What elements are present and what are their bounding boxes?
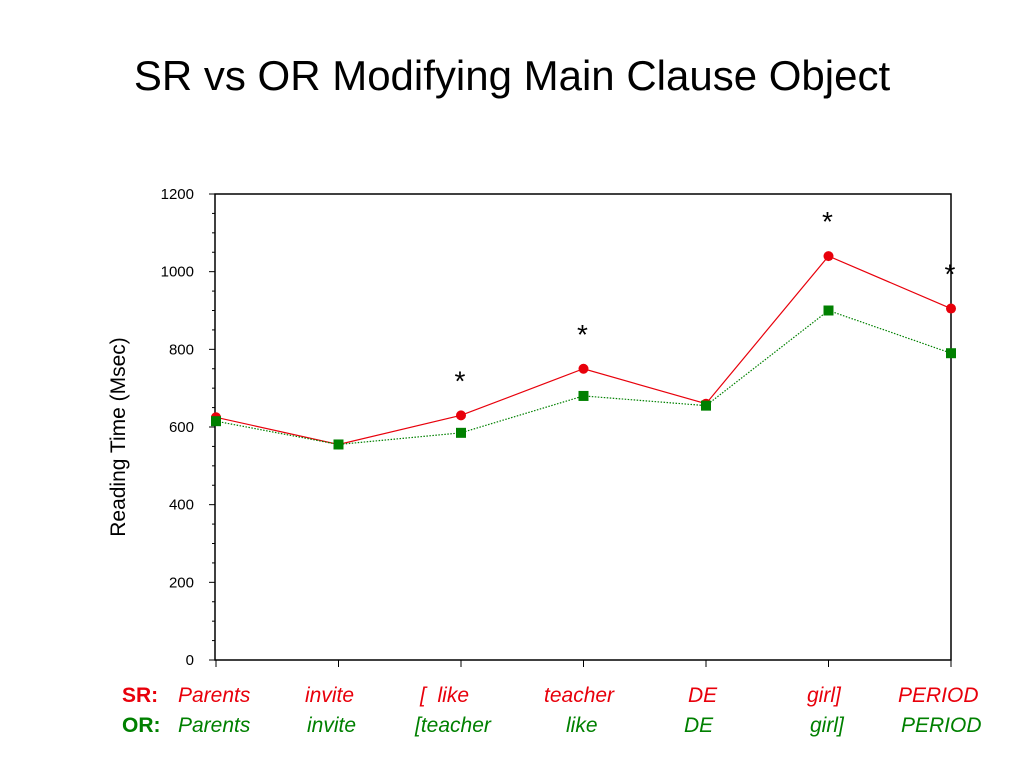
significance-star: * bbox=[577, 319, 588, 350]
caption-sr-word: DE bbox=[688, 684, 718, 707]
data-point-or bbox=[456, 427, 466, 438]
y-axis-label: Reading Time (Msec) bbox=[107, 337, 130, 537]
caption-or: OR: Parents invite [teacher like DE girl… bbox=[0, 714, 1024, 740]
significance-star: * bbox=[822, 206, 833, 237]
data-point-or bbox=[578, 390, 589, 401]
y-tick-label: 800 bbox=[169, 341, 194, 358]
y-tick-label: 600 bbox=[169, 419, 194, 436]
y-tick-label: 1000 bbox=[161, 264, 194, 281]
caption-sr-word: Parents bbox=[178, 684, 251, 707]
caption-or-label: OR: bbox=[122, 714, 161, 737]
caption-sr-word: teacher bbox=[544, 684, 615, 707]
caption-sr-word: PERIOD bbox=[898, 684, 979, 707]
significance-star: * bbox=[455, 365, 466, 396]
caption-or-word: invite bbox=[307, 714, 357, 737]
caption-sr-word: [ like bbox=[420, 684, 470, 707]
data-point-sr bbox=[578, 363, 589, 374]
data-point-or bbox=[333, 439, 344, 450]
significance-markers: * * * * bbox=[455, 206, 956, 396]
chart-series bbox=[211, 251, 956, 450]
caption-or-word: [teacher bbox=[415, 714, 491, 737]
caption-or-word: Parents bbox=[178, 714, 251, 737]
caption-sr-label: SR: bbox=[122, 684, 159, 707]
data-point-sr bbox=[946, 303, 956, 314]
caption-or-word: DE bbox=[684, 714, 714, 737]
plot-frame bbox=[214, 193, 952, 661]
y-tick-label: 0 bbox=[186, 652, 194, 669]
data-point-sr bbox=[823, 251, 834, 262]
caption-sr-word: invite bbox=[305, 684, 355, 707]
caption-or-word: like bbox=[566, 714, 598, 737]
significance-star: * bbox=[945, 259, 956, 290]
caption-sr: SR: Parents invite [ like teacher DE gir… bbox=[0, 684, 1024, 710]
y-tick-label: 400 bbox=[169, 497, 194, 514]
chart-axes: 0 200 400 600 800 1000 1200 bbox=[161, 186, 952, 669]
data-point-sr bbox=[456, 410, 466, 421]
data-point-or bbox=[823, 305, 834, 316]
series-line-sr bbox=[215, 255, 952, 446]
caption-or-word: PERIOD bbox=[901, 714, 982, 737]
caption-sr-word: girl] bbox=[807, 684, 841, 707]
data-point-or bbox=[211, 416, 221, 427]
data-point-or bbox=[946, 348, 956, 359]
chart-title: SR vs OR Modifying Main Clause Object bbox=[133, 52, 891, 99]
caption-or-word: girl] bbox=[810, 714, 844, 737]
y-tick-label: 1200 bbox=[161, 186, 194, 203]
y-tick-label: 200 bbox=[169, 574, 194, 591]
data-point-or bbox=[701, 400, 711, 411]
